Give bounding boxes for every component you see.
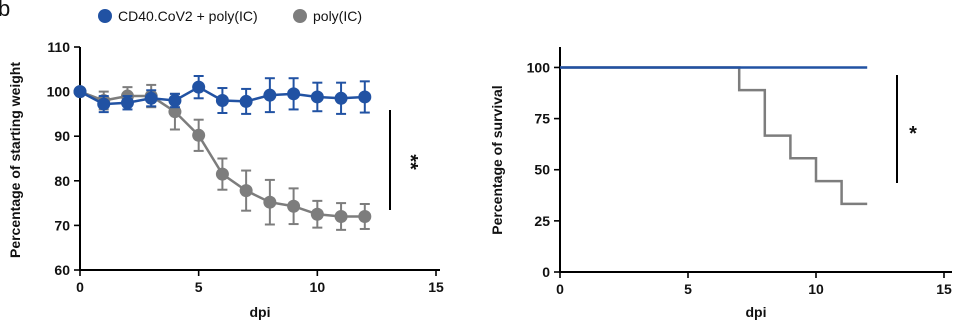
y-tick-label: 70 (54, 217, 70, 233)
data-point-series-2 (239, 184, 253, 198)
survival-chart: Percentage of survival dpi * 0 5 10 15 0 25 50… (489, 47, 952, 320)
y-tick-label: 100 (47, 84, 71, 100)
survival-line-series-2 (560, 66, 868, 206)
y-tick-label: 75 (534, 111, 550, 127)
data-point-series-1 (287, 87, 301, 101)
y-tick-label: 50 (534, 162, 550, 178)
legend-label-series-2: poly(IC) (313, 8, 362, 24)
data-point-series-2 (334, 209, 348, 223)
x-tick-label: 5 (684, 281, 692, 297)
data-point-series-1 (192, 80, 206, 94)
y-tick-label: 90 (54, 128, 70, 144)
y-axis-label: Percentage of survival (489, 85, 505, 234)
y-axis-label: Percentage of starting weight (7, 62, 23, 258)
y-tick-label: 100 (527, 59, 551, 75)
significance-marker: * (909, 123, 917, 145)
x-axis-label: dpi (746, 304, 767, 320)
legend-label-series-1: CD40.CoV2 + poly(IC) (118, 8, 258, 24)
significance-marker: ** (399, 154, 421, 170)
data-point-series-1 (239, 94, 253, 108)
x-tick-label: 15 (936, 281, 952, 297)
data-point-series-2 (287, 199, 301, 213)
data-point-series-1 (215, 94, 229, 108)
data-point-series-1 (334, 91, 348, 105)
data-point-series-2 (192, 128, 206, 142)
data-point-series-1 (97, 97, 111, 111)
weight-chart: Percentage of starting weight dpi ** 0 5 1… (7, 39, 444, 320)
x-tick-label: 10 (310, 279, 326, 295)
y-tick-label: 60 (54, 262, 70, 278)
data-point-series-1 (120, 96, 134, 110)
legend-marker-series-2 (293, 9, 307, 23)
data-point-series-2 (263, 195, 277, 209)
x-tick-label: 15 (428, 279, 444, 295)
x-tick-label: 0 (76, 279, 84, 295)
legend-marker-series-1 (98, 9, 112, 23)
legend: CD40.CoV2 + poly(IC) poly(IC) (98, 8, 362, 24)
data-point-series-1 (358, 90, 372, 104)
y-tick-label: 80 (54, 173, 70, 189)
x-tick-label: 0 (556, 281, 564, 297)
data-point-series-2 (215, 167, 229, 181)
data-point-series-2 (310, 207, 324, 221)
y-tick-label: 0 (542, 264, 550, 280)
data-point-series-2 (168, 105, 182, 119)
x-axis-label: dpi (250, 304, 271, 320)
data-point-series-1 (168, 94, 182, 108)
data-point-series-1 (310, 90, 324, 104)
x-tick-label: 10 (808, 281, 824, 297)
panel-label: b (0, 0, 10, 21)
x-tick-label: 5 (195, 279, 203, 295)
y-tick-label: 110 (47, 39, 70, 55)
data-point-series-2 (358, 209, 372, 223)
y-tick-label: 25 (534, 213, 550, 229)
data-point-series-1 (144, 91, 158, 105)
data-point-series-1 (73, 85, 87, 99)
data-point-series-1 (263, 88, 277, 102)
